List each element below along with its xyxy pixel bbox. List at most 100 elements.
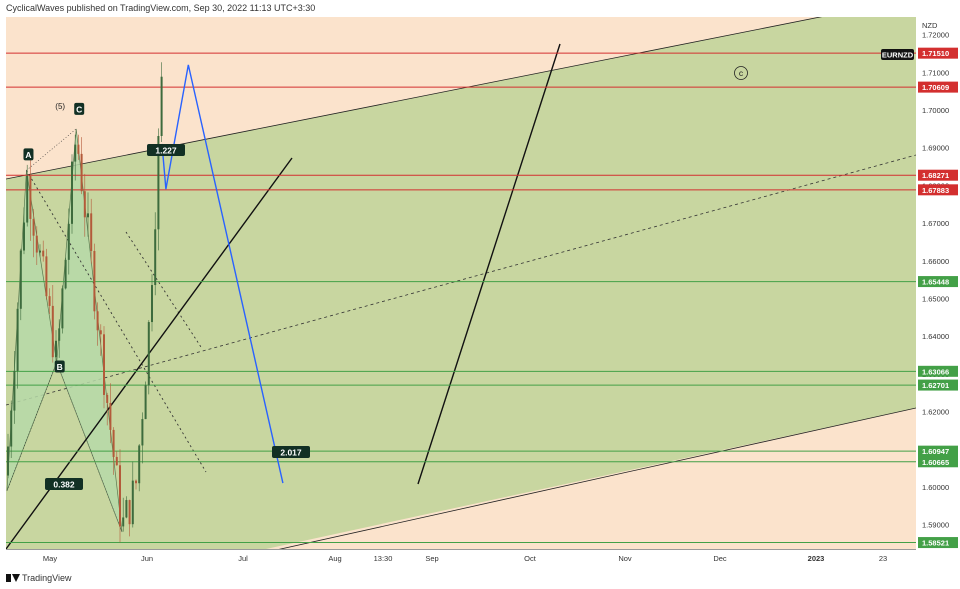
time-axis[interactable]: May Jun Jul Aug 13:30 Sep Oct Nov Dec 2023 23 — [6, 549, 916, 568]
footer-brand: TradingView — [22, 573, 72, 583]
price-level-label: 1.71510 — [922, 49, 949, 58]
candle-body — [147, 322, 150, 386]
x-tick-label: Jul — [238, 554, 248, 563]
annotation-badge — [45, 478, 83, 490]
annotation-a: A — [23, 148, 34, 161]
candle-body — [42, 250, 45, 257]
price-level-tag — [918, 379, 958, 391]
x-tick-label: 23 — [879, 554, 887, 563]
wave-circle — [734, 66, 748, 80]
candle-body — [106, 394, 109, 403]
candle-body — [131, 480, 134, 525]
y-tick-label: 1.60000 — [922, 483, 949, 492]
annotation-text: 0.382 — [53, 480, 75, 490]
x-tick-label: Dec — [713, 554, 727, 563]
price-level-tag — [918, 276, 958, 288]
candle-body — [26, 175, 29, 223]
annotation-badge — [147, 144, 185, 156]
candle-body — [151, 285, 153, 323]
candle-body — [71, 161, 73, 224]
candle-body — [7, 446, 9, 476]
ratio-line-xb — [6, 362, 57, 491]
candle-body — [122, 517, 125, 527]
dotted-projection-a — [26, 170, 207, 473]
footer: TradingView — [6, 571, 72, 585]
candle-body — [157, 135, 160, 230]
annotation-badge — [272, 446, 310, 458]
price-level-tag — [918, 456, 958, 468]
annotation-badge — [23, 148, 34, 161]
channel-median-line — [6, 154, 916, 406]
price-level-tag — [918, 81, 958, 93]
x-tick-label: Aug — [328, 554, 341, 563]
candle-body — [64, 259, 67, 289]
time-axis-svg: May Jun Jul Aug 13:30 Sep Oct Nov Dec 2023 23 — [43, 554, 887, 563]
candle-body — [13, 370, 16, 411]
candle-body — [77, 144, 80, 154]
annotation-text: C — [76, 104, 82, 114]
publisher-caption: CyclicalWaves published on TradingView.c… — [6, 3, 316, 13]
candle-body — [80, 153, 83, 192]
candle-body — [48, 296, 51, 306]
candle-body — [144, 385, 147, 420]
price-level-tag — [918, 537, 958, 549]
candle-body — [74, 144, 77, 162]
candle-body — [135, 480, 137, 484]
candle-body — [109, 402, 112, 430]
annotation-2.017: 2.017 — [272, 446, 310, 458]
symbol-badge-bg — [881, 49, 914, 60]
price-level-label: 1.62701 — [922, 381, 949, 390]
candle-body — [32, 218, 35, 236]
candles — [7, 62, 163, 543]
annotation-badge — [74, 102, 85, 115]
candle-body — [99, 330, 102, 335]
candle-body — [119, 465, 121, 527]
candle-body — [103, 334, 105, 395]
price-level-label: 1.63066 — [922, 367, 949, 376]
candle-body — [115, 456, 118, 466]
symbol-badge: EURNZD — [881, 49, 914, 60]
x-tick-label: Oct — [524, 554, 537, 563]
annotation-b: B — [54, 360, 65, 373]
price-level-tag — [918, 365, 958, 377]
price-axis-svg: NZD1.720001.710001.700001.690001.680001.… — [918, 21, 958, 549]
annotation-text: B — [57, 362, 63, 372]
annotation-c: C — [74, 102, 85, 115]
y-tick-label: 1.65000 — [922, 294, 949, 303]
x-tick-label: Sep — [425, 554, 438, 563]
candle-body — [160, 76, 163, 136]
annotation-badge — [54, 360, 65, 373]
y-tick-label: 1.64000 — [922, 332, 949, 341]
annotation-text: 1.227 — [155, 146, 177, 156]
candle-body — [112, 429, 115, 457]
y-tick-label: 1.62000 — [922, 407, 949, 416]
price-level-label: 1.67883 — [922, 186, 949, 195]
channel-lower-line — [278, 407, 916, 549]
candle-body — [141, 419, 144, 446]
tradingview-logo-icon — [6, 574, 20, 582]
y-tick-label: 1.59000 — [922, 521, 949, 530]
wave-text: c — [739, 68, 744, 78]
projection-path — [161, 64, 284, 484]
price-level-tag — [918, 184, 958, 196]
candle-body — [16, 308, 19, 371]
trendline-rising-2 — [417, 43, 561, 485]
price-level-label: 1.58521 — [922, 539, 949, 548]
ratio-line-bd — [56, 362, 123, 533]
candle-body — [19, 250, 22, 309]
x-tick-label: 13:30 — [374, 554, 393, 563]
candle-body — [83, 191, 86, 218]
annotation-c: c — [734, 66, 748, 80]
candle-body — [87, 213, 89, 218]
price-level-label: 1.68271 — [922, 171, 949, 180]
candle-body — [58, 328, 61, 341]
y-tick-label: 1.72000 — [922, 31, 949, 40]
candle-body — [93, 250, 96, 312]
price-axis[interactable]: NZD1.720001.710001.700001.690001.680001.… — [916, 17, 960, 549]
price-level-tag — [918, 445, 958, 457]
y-tick-label: 1.70000 — [922, 106, 949, 115]
candle-body — [128, 500, 131, 525]
annotation-5: (5) — [55, 102, 65, 111]
